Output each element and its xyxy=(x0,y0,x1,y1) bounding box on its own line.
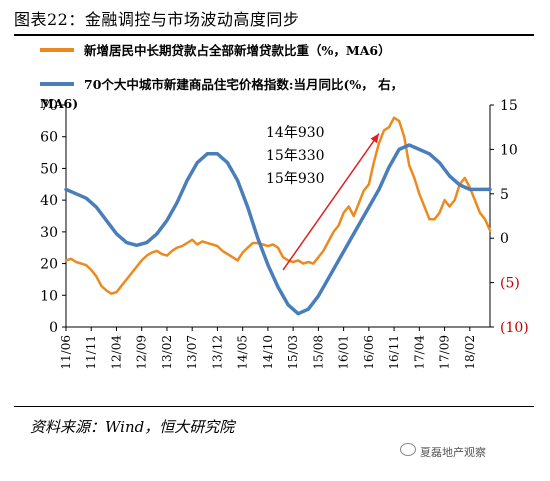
right-axis-tick-label: 5 xyxy=(500,187,509,203)
x-axis-tick-label: 11/11 xyxy=(84,335,98,370)
x-axis-tick-label: 17/09 xyxy=(438,335,452,370)
series-line-price-index xyxy=(64,143,492,316)
annotation-label: 14年930 xyxy=(266,125,325,141)
legend-label-price-index-cont: MA6) xyxy=(40,96,79,111)
x-axis-tick-label: 14/05 xyxy=(236,335,250,370)
left-axis-tick-label: 20 xyxy=(40,257,58,273)
wechat-icon xyxy=(400,443,416,456)
left-axis-tick-label: 40 xyxy=(40,193,58,209)
legend-label-loans: 新增居民中长期贷款占全部新增贷款比重（%，MA6） xyxy=(84,43,391,58)
right-axis-tick-label: 0 xyxy=(500,231,509,247)
left-axis-tick-label: 70 xyxy=(40,98,58,114)
series-line-loans xyxy=(64,116,492,295)
x-axis-tick-label: 11/06 xyxy=(59,335,73,370)
legend-swatch-blue xyxy=(40,82,74,86)
x-axis-tick-label: 16/06 xyxy=(362,335,376,370)
watermark-text: 夏磊地产观察 xyxy=(420,446,486,459)
right-axis-tick-label: (5) xyxy=(500,276,520,292)
x-axis-tick-label: 18/02 xyxy=(463,335,477,370)
left-axis-tick-label: 10 xyxy=(40,288,58,304)
source-note: 资料来源：Wind，恒大研究院 xyxy=(30,418,235,436)
legend-label-price-index: 70个大中城市新建商品住宅价格指数:当月同比(%， 右， xyxy=(84,77,404,92)
x-axis-tick-label: 13/07 xyxy=(185,335,199,370)
annotation-arrow-head xyxy=(370,133,379,144)
annotation-label: 15年330 xyxy=(266,148,325,164)
x-axis-tick-label: 12/09 xyxy=(135,335,149,370)
left-axis-tick-label: 50 xyxy=(40,161,58,177)
right-axis-tick-label: 10 xyxy=(500,142,518,158)
source-divider xyxy=(14,406,534,407)
x-axis-tick-label: 17/04 xyxy=(412,335,426,370)
right-axis-tick-label: 15 xyxy=(500,98,518,114)
annotation-label: 15年930 xyxy=(266,171,325,187)
x-axis-tick-label: 16/11 xyxy=(387,335,401,370)
left-axis-tick-label: 60 xyxy=(40,130,58,146)
title-underline xyxy=(14,34,534,36)
x-axis-tick-label: 13/12 xyxy=(210,335,224,370)
x-axis-tick-label: 12/04 xyxy=(109,335,123,370)
left-axis-tick-label: 30 xyxy=(40,225,58,241)
legend-swatch-orange xyxy=(40,48,74,52)
x-axis-tick-label: 14/10 xyxy=(261,335,275,370)
x-axis-tick-label: 16/01 xyxy=(337,335,351,370)
x-axis-tick-label: 15/03 xyxy=(286,335,300,370)
chart-title: 图表22：金融调控与市场波动高度同步 xyxy=(14,10,300,29)
left-axis-tick-label: 0 xyxy=(49,320,58,336)
annotation-arrow-shaft xyxy=(282,133,380,271)
x-axis-tick-label: 15/08 xyxy=(311,335,325,370)
x-axis-tick-label: 13/02 xyxy=(160,335,174,370)
right-axis-tick-label: (10) xyxy=(500,320,529,336)
